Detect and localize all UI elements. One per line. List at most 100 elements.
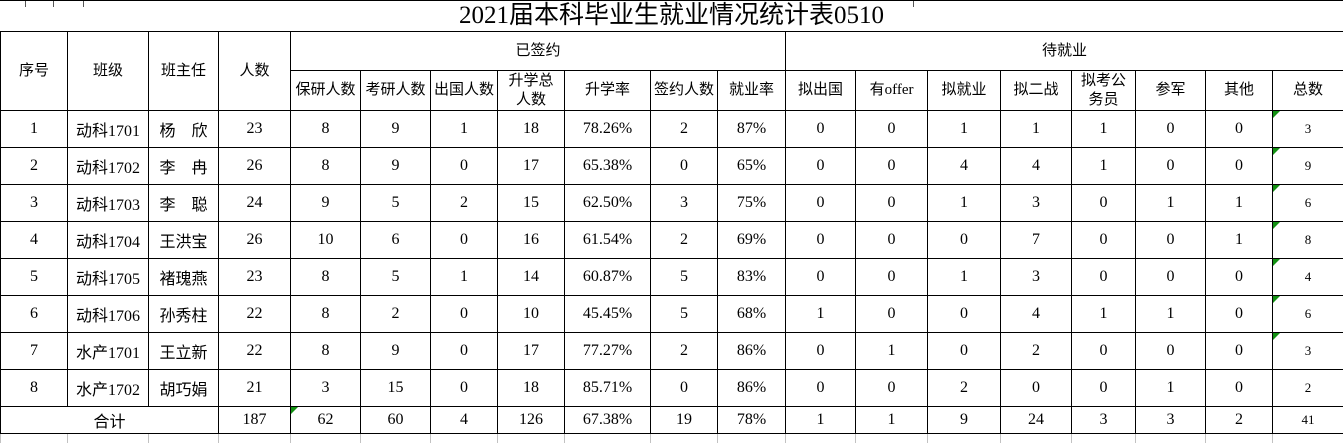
cell-value[interactable]: 0	[1071, 332, 1137, 370]
cell-value[interactable]: 0	[855, 184, 929, 222]
empty-cell[interactable]	[497, 433, 565, 443]
cell-value[interactable]: 86%	[716, 332, 787, 370]
cell-seq[interactable]: 6	[0, 295, 68, 333]
cell-value[interactable]: 1	[855, 332, 929, 370]
cell-value[interactable]: 17	[497, 332, 565, 370]
cell-value[interactable]: 0	[785, 184, 857, 222]
cell-value[interactable]: 0	[1205, 110, 1274, 148]
cell-value[interactable]: 69%	[716, 221, 787, 259]
cell-value[interactable]: 1	[1135, 295, 1207, 333]
cell-value[interactable]: 2	[650, 221, 718, 259]
cell-seq[interactable]: 4	[0, 221, 68, 259]
cell-value[interactable]: 0	[430, 221, 498, 259]
empty-cell[interactable]	[0, 433, 68, 443]
cell-value[interactable]: 4	[927, 147, 1002, 185]
cell-value[interactable]: 45.45%	[564, 295, 651, 333]
col-header-teacher[interactable]: 班主任	[148, 31, 219, 111]
cell-value[interactable]: 87%	[716, 110, 787, 148]
cell-value[interactable]: 3	[1000, 184, 1073, 222]
cell-seq[interactable]: 8	[0, 369, 68, 407]
cell-value[interactable]: 1	[1135, 369, 1207, 407]
cell-class[interactable]: 动科1702	[67, 147, 149, 185]
empty-cell[interactable]	[650, 433, 718, 443]
empty-cell[interactable]	[927, 433, 1002, 443]
cell-value[interactable]: 77.27%	[564, 332, 651, 370]
cell-value[interactable]: 9	[360, 110, 431, 148]
col-header-employ-rate[interactable]: 就业率	[716, 70, 787, 111]
cell-value[interactable]: 5	[360, 184, 431, 222]
cell-total-value[interactable]: 19	[650, 406, 718, 434]
cell-value[interactable]: 18	[497, 369, 565, 407]
cell-value[interactable]: 0	[785, 369, 857, 407]
col-header-abroad[interactable]: 出国人数	[430, 70, 498, 111]
cell-value[interactable]: 7	[1000, 221, 1073, 259]
cell-total-value[interactable]: 78%	[716, 406, 787, 434]
cell-seq[interactable]: 2	[0, 147, 68, 185]
cell-value[interactable]: 0	[1071, 369, 1137, 407]
cell-value[interactable]: 8	[290, 295, 361, 333]
cell-value[interactable]: 0	[1135, 221, 1207, 259]
cell-value[interactable]: 2	[650, 332, 718, 370]
cell-value[interactable]: 0	[1205, 258, 1274, 296]
col-header-class[interactable]: 班级	[67, 31, 149, 111]
cell-value[interactable]: 0	[1205, 332, 1274, 370]
cell-total-value[interactable]: 24	[1000, 406, 1073, 434]
cell-value[interactable]: 1	[927, 184, 1002, 222]
empty-cell[interactable]	[1205, 433, 1274, 443]
col-header-further-rate[interactable]: 升学率	[564, 70, 651, 111]
cell-value[interactable]: 68%	[716, 295, 787, 333]
cell-value[interactable]: 65%	[716, 147, 787, 185]
cell-value[interactable]: 0	[1135, 110, 1207, 148]
cell-value[interactable]: 0	[430, 369, 498, 407]
col-header-other[interactable]: 其他	[1205, 70, 1274, 111]
cell-value[interactable]: 0	[1000, 369, 1073, 407]
cell-value[interactable]: 0	[855, 221, 929, 259]
cell-value[interactable]: 21	[218, 369, 291, 407]
cell-total-value[interactable]: 4	[430, 406, 498, 434]
cell-value[interactable]: 8	[290, 110, 361, 148]
cell-value[interactable]: 0	[1135, 332, 1207, 370]
cell-value[interactable]: 0	[1071, 221, 1137, 259]
col-header-count[interactable]: 人数	[218, 31, 291, 111]
empty-cell[interactable]	[1272, 433, 1343, 443]
col-header-has-offer[interactable]: 有offer	[855, 70, 929, 111]
cell-value[interactable]: 0	[650, 147, 718, 185]
cell-value[interactable]: 0	[785, 110, 857, 148]
cell-value[interactable]: 75%	[716, 184, 787, 222]
cell-value[interactable]: 1	[927, 258, 1002, 296]
empty-cell[interactable]	[1000, 433, 1073, 443]
cell-class[interactable]: 动科1703	[67, 184, 149, 222]
cell-value[interactable]: 4	[1000, 295, 1073, 333]
cell-value[interactable]: 5	[650, 258, 718, 296]
cell-value[interactable]: 1	[1205, 221, 1274, 259]
cell-value[interactable]: 26	[218, 147, 291, 185]
cell-value[interactable]: 0	[855, 147, 929, 185]
cell-value[interactable]: 6	[1272, 295, 1343, 333]
group-header-pending[interactable]: 待就业	[785, 31, 1343, 71]
cell-value[interactable]: 86%	[716, 369, 787, 407]
cell-value[interactable]: 1	[1135, 184, 1207, 222]
cell-value[interactable]: 9	[360, 332, 431, 370]
col-header-military[interactable]: 参军	[1135, 70, 1207, 111]
col-header-seq[interactable]: 序号	[0, 31, 68, 111]
empty-cell[interactable]	[430, 433, 498, 443]
cell-value[interactable]: 61.54%	[564, 221, 651, 259]
cell-total-value[interactable]: 67.38%	[564, 406, 651, 434]
cell-value[interactable]: 0	[1071, 258, 1137, 296]
cell-value[interactable]: 1	[1071, 147, 1137, 185]
cell-teacher[interactable]: 王立新	[148, 332, 219, 370]
cell-value[interactable]: 8	[290, 332, 361, 370]
empty-cell[interactable]	[360, 433, 431, 443]
cell-value[interactable]: 26	[218, 221, 291, 259]
cell-value[interactable]: 0	[785, 258, 857, 296]
cell-value[interactable]: 0	[855, 369, 929, 407]
cell-value[interactable]: 0	[927, 295, 1002, 333]
cell-total-value[interactable]: 62	[290, 406, 361, 434]
cell-value[interactable]: 0	[785, 332, 857, 370]
cell-value[interactable]: 2	[927, 369, 1002, 407]
cell-value[interactable]: 4	[1272, 258, 1343, 296]
group-header-signed[interactable]: 已签约	[289, 31, 787, 71]
cell-value[interactable]: 1	[927, 110, 1002, 148]
cell-value[interactable]: 22	[218, 295, 291, 333]
cell-value[interactable]: 65.38%	[564, 147, 651, 185]
